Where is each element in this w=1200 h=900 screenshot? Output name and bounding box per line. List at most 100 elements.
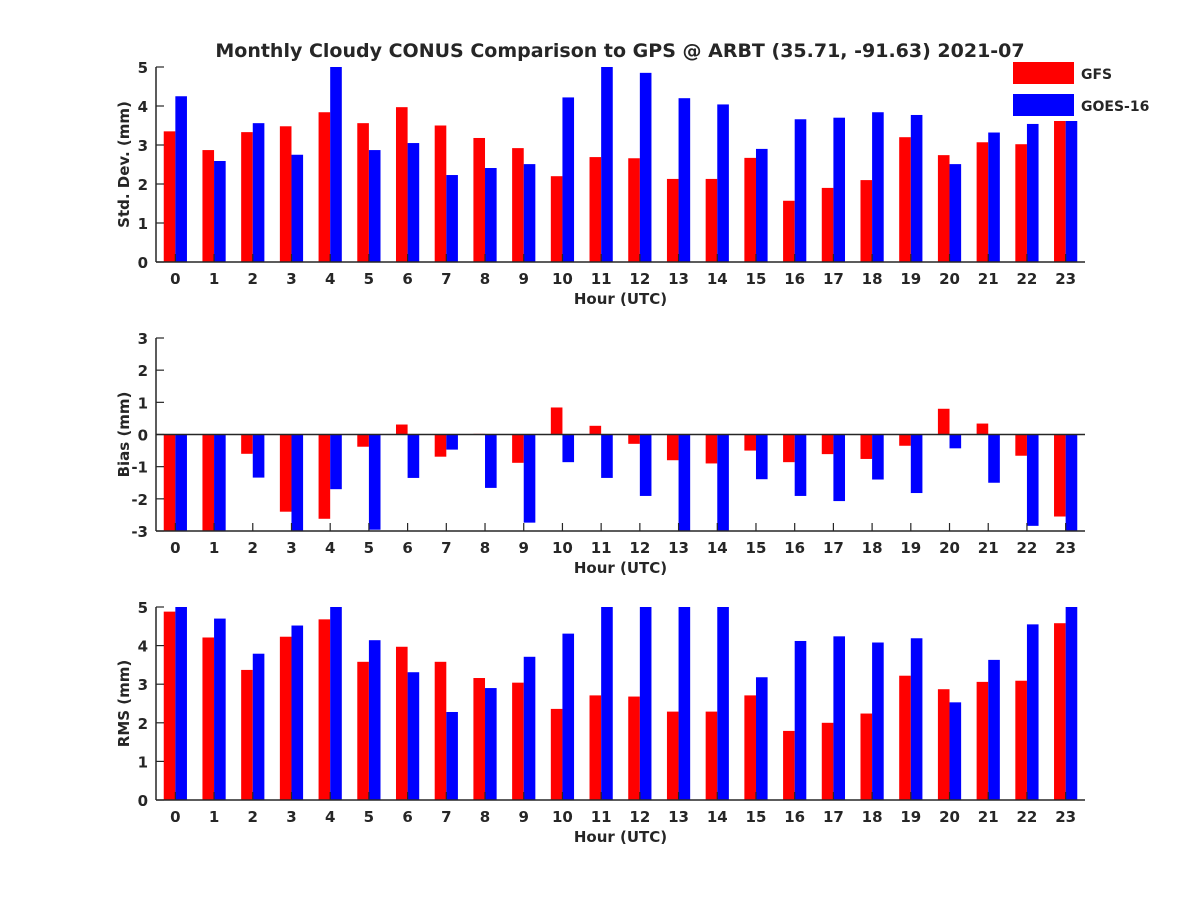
bar-goes16-hour-19 xyxy=(910,434,923,494)
std-dev-x-tick-label: 4 xyxy=(325,270,335,288)
bias-x-tick-label: 6 xyxy=(402,539,412,557)
bar-gfs-hour-4 xyxy=(318,112,331,263)
std-dev-x-tick-label: 1 xyxy=(209,270,219,288)
bar-goes16-hour-6 xyxy=(407,672,420,800)
bar-goes16-hour-13 xyxy=(678,607,691,800)
bar-gfs-hour-16 xyxy=(783,730,795,800)
bar-goes16-hour-12 xyxy=(639,607,652,800)
rms-x-tick-label: 18 xyxy=(862,808,883,826)
bar-goes16-hour-12 xyxy=(639,72,652,262)
bar-goes16-hour-11 xyxy=(601,67,613,262)
std-dev-y-axis-label: Std. Dev. (mm) xyxy=(115,101,133,228)
bar-gfs-hour-12 xyxy=(628,158,640,262)
bar-gfs-hour-20 xyxy=(937,408,950,435)
bias-x-tick-label: 18 xyxy=(862,539,883,557)
rms-y-tick-label: 2 xyxy=(138,715,148,733)
rms-y-tick-label: 1 xyxy=(138,753,148,771)
bar-goes16-hour-7 xyxy=(446,711,458,800)
rms-x-tick-label: 3 xyxy=(286,808,296,826)
bar-gfs-hour-15 xyxy=(744,434,756,451)
rms-x-tick-label: 5 xyxy=(364,808,374,826)
bar-gfs-hour-18 xyxy=(860,180,873,262)
bias-x-tick-label: 16 xyxy=(784,539,805,557)
rms-x-tick-label: 23 xyxy=(1055,808,1076,826)
bias-x-tick-label: 3 xyxy=(286,539,296,557)
bar-gfs-hour-13 xyxy=(666,434,679,461)
bar-gfs-hour-0 xyxy=(163,434,176,531)
bar-gfs-hour-2 xyxy=(241,132,253,262)
bar-gfs-hour-10 xyxy=(550,708,563,800)
bar-gfs-hour-5 xyxy=(357,123,369,262)
bar-goes16-hour-1 xyxy=(214,434,226,531)
std-dev-x-axis-label: Hour (UTC) xyxy=(574,290,667,308)
bias-y-tick-label: 0 xyxy=(138,427,148,445)
bar-gfs-hour-7 xyxy=(434,125,447,262)
rms-x-tick-label: 13 xyxy=(668,808,689,826)
bar-goes16-hour-18 xyxy=(872,434,884,480)
rms-x-tick-label: 21 xyxy=(978,808,999,826)
bias-y-tick-label: -3 xyxy=(131,523,148,541)
bar-goes16-hour-8 xyxy=(485,168,497,262)
bar-gfs-hour-3 xyxy=(279,126,292,262)
bar-gfs-hour-12 xyxy=(628,434,640,444)
bar-goes16-hour-23 xyxy=(1065,106,1078,262)
bias-y-tick-label: 1 xyxy=(138,394,148,412)
bar-gfs-hour-6 xyxy=(395,107,408,262)
bias-x-tick-label: 11 xyxy=(591,539,612,557)
rms-y-tick-label: 4 xyxy=(138,638,148,656)
std-dev-x-tick-label: 18 xyxy=(862,270,883,288)
bias-x-tick-label: 1 xyxy=(209,539,219,557)
legend-swatch-gfs xyxy=(1013,62,1074,84)
std-dev-y-tick-label: 3 xyxy=(138,137,148,155)
std-dev-x-tick-label: 17 xyxy=(823,270,844,288)
bar-goes16-hour-6 xyxy=(407,143,420,262)
rms-x-tick-label: 15 xyxy=(746,808,767,826)
rms-x-tick-label: 17 xyxy=(823,808,844,826)
std-dev-x-tick-label: 11 xyxy=(591,270,612,288)
bar-goes16-hour-7 xyxy=(446,434,458,450)
std-dev-x-tick-label: 19 xyxy=(900,270,921,288)
bias-x-axis-label: Hour (UTC) xyxy=(574,559,667,577)
bar-goes16-hour-22 xyxy=(1026,123,1039,262)
bar-goes16-hour-23 xyxy=(1065,434,1078,531)
bar-goes16-hour-17 xyxy=(833,434,846,502)
bias-y-tick-label: 3 xyxy=(138,330,148,348)
bar-goes16-hour-21 xyxy=(988,132,1000,262)
bar-goes16-hour-3 xyxy=(291,625,304,800)
bar-goes16-hour-0 xyxy=(175,607,187,800)
bar-goes16-hour-10 xyxy=(562,97,575,262)
bar-gfs-hour-22 xyxy=(1015,680,1027,800)
bar-goes16-hour-5 xyxy=(368,434,381,530)
bias-x-tick-label: 8 xyxy=(480,539,490,557)
rms-x-tick-label: 8 xyxy=(480,808,490,826)
bias-x-tick-label: 15 xyxy=(746,539,767,557)
bar-goes16-hour-8 xyxy=(485,688,497,800)
rms-y-tick-label: 5 xyxy=(138,599,148,617)
bar-gfs-hour-21 xyxy=(976,423,989,435)
bar-gfs-hour-1 xyxy=(202,150,215,262)
bar-goes16-hour-20 xyxy=(949,702,962,800)
bar-goes16-hour-3 xyxy=(291,434,304,531)
std-dev-y-tick-label: 0 xyxy=(138,254,148,272)
std-dev-x-tick-label: 15 xyxy=(746,270,767,288)
std-dev-y-tick-label: 5 xyxy=(138,59,148,77)
bar-gfs-hour-9 xyxy=(512,148,524,262)
bar-gfs-hour-17 xyxy=(821,434,834,455)
legend: GFS GOES-16 xyxy=(1008,61,1160,121)
bar-gfs-hour-14 xyxy=(705,711,718,800)
bias-y-tick-label: -2 xyxy=(131,491,148,509)
legend-label-gfs: GFS xyxy=(1081,67,1112,83)
bar-gfs-hour-7 xyxy=(434,661,447,800)
bar-goes16-hour-9 xyxy=(523,656,536,800)
std-dev-y-tick-label: 1 xyxy=(138,215,148,233)
rms-x-tick-label: 14 xyxy=(707,808,728,826)
std-dev-x-tick-label: 14 xyxy=(707,270,728,288)
bar-goes16-hour-22 xyxy=(1026,434,1039,526)
std-dev-x-tick-label: 23 xyxy=(1055,270,1076,288)
bar-goes16-hour-2 xyxy=(252,123,265,262)
bar-gfs-hour-14 xyxy=(705,434,718,464)
bar-goes16-hour-3 xyxy=(291,154,304,262)
